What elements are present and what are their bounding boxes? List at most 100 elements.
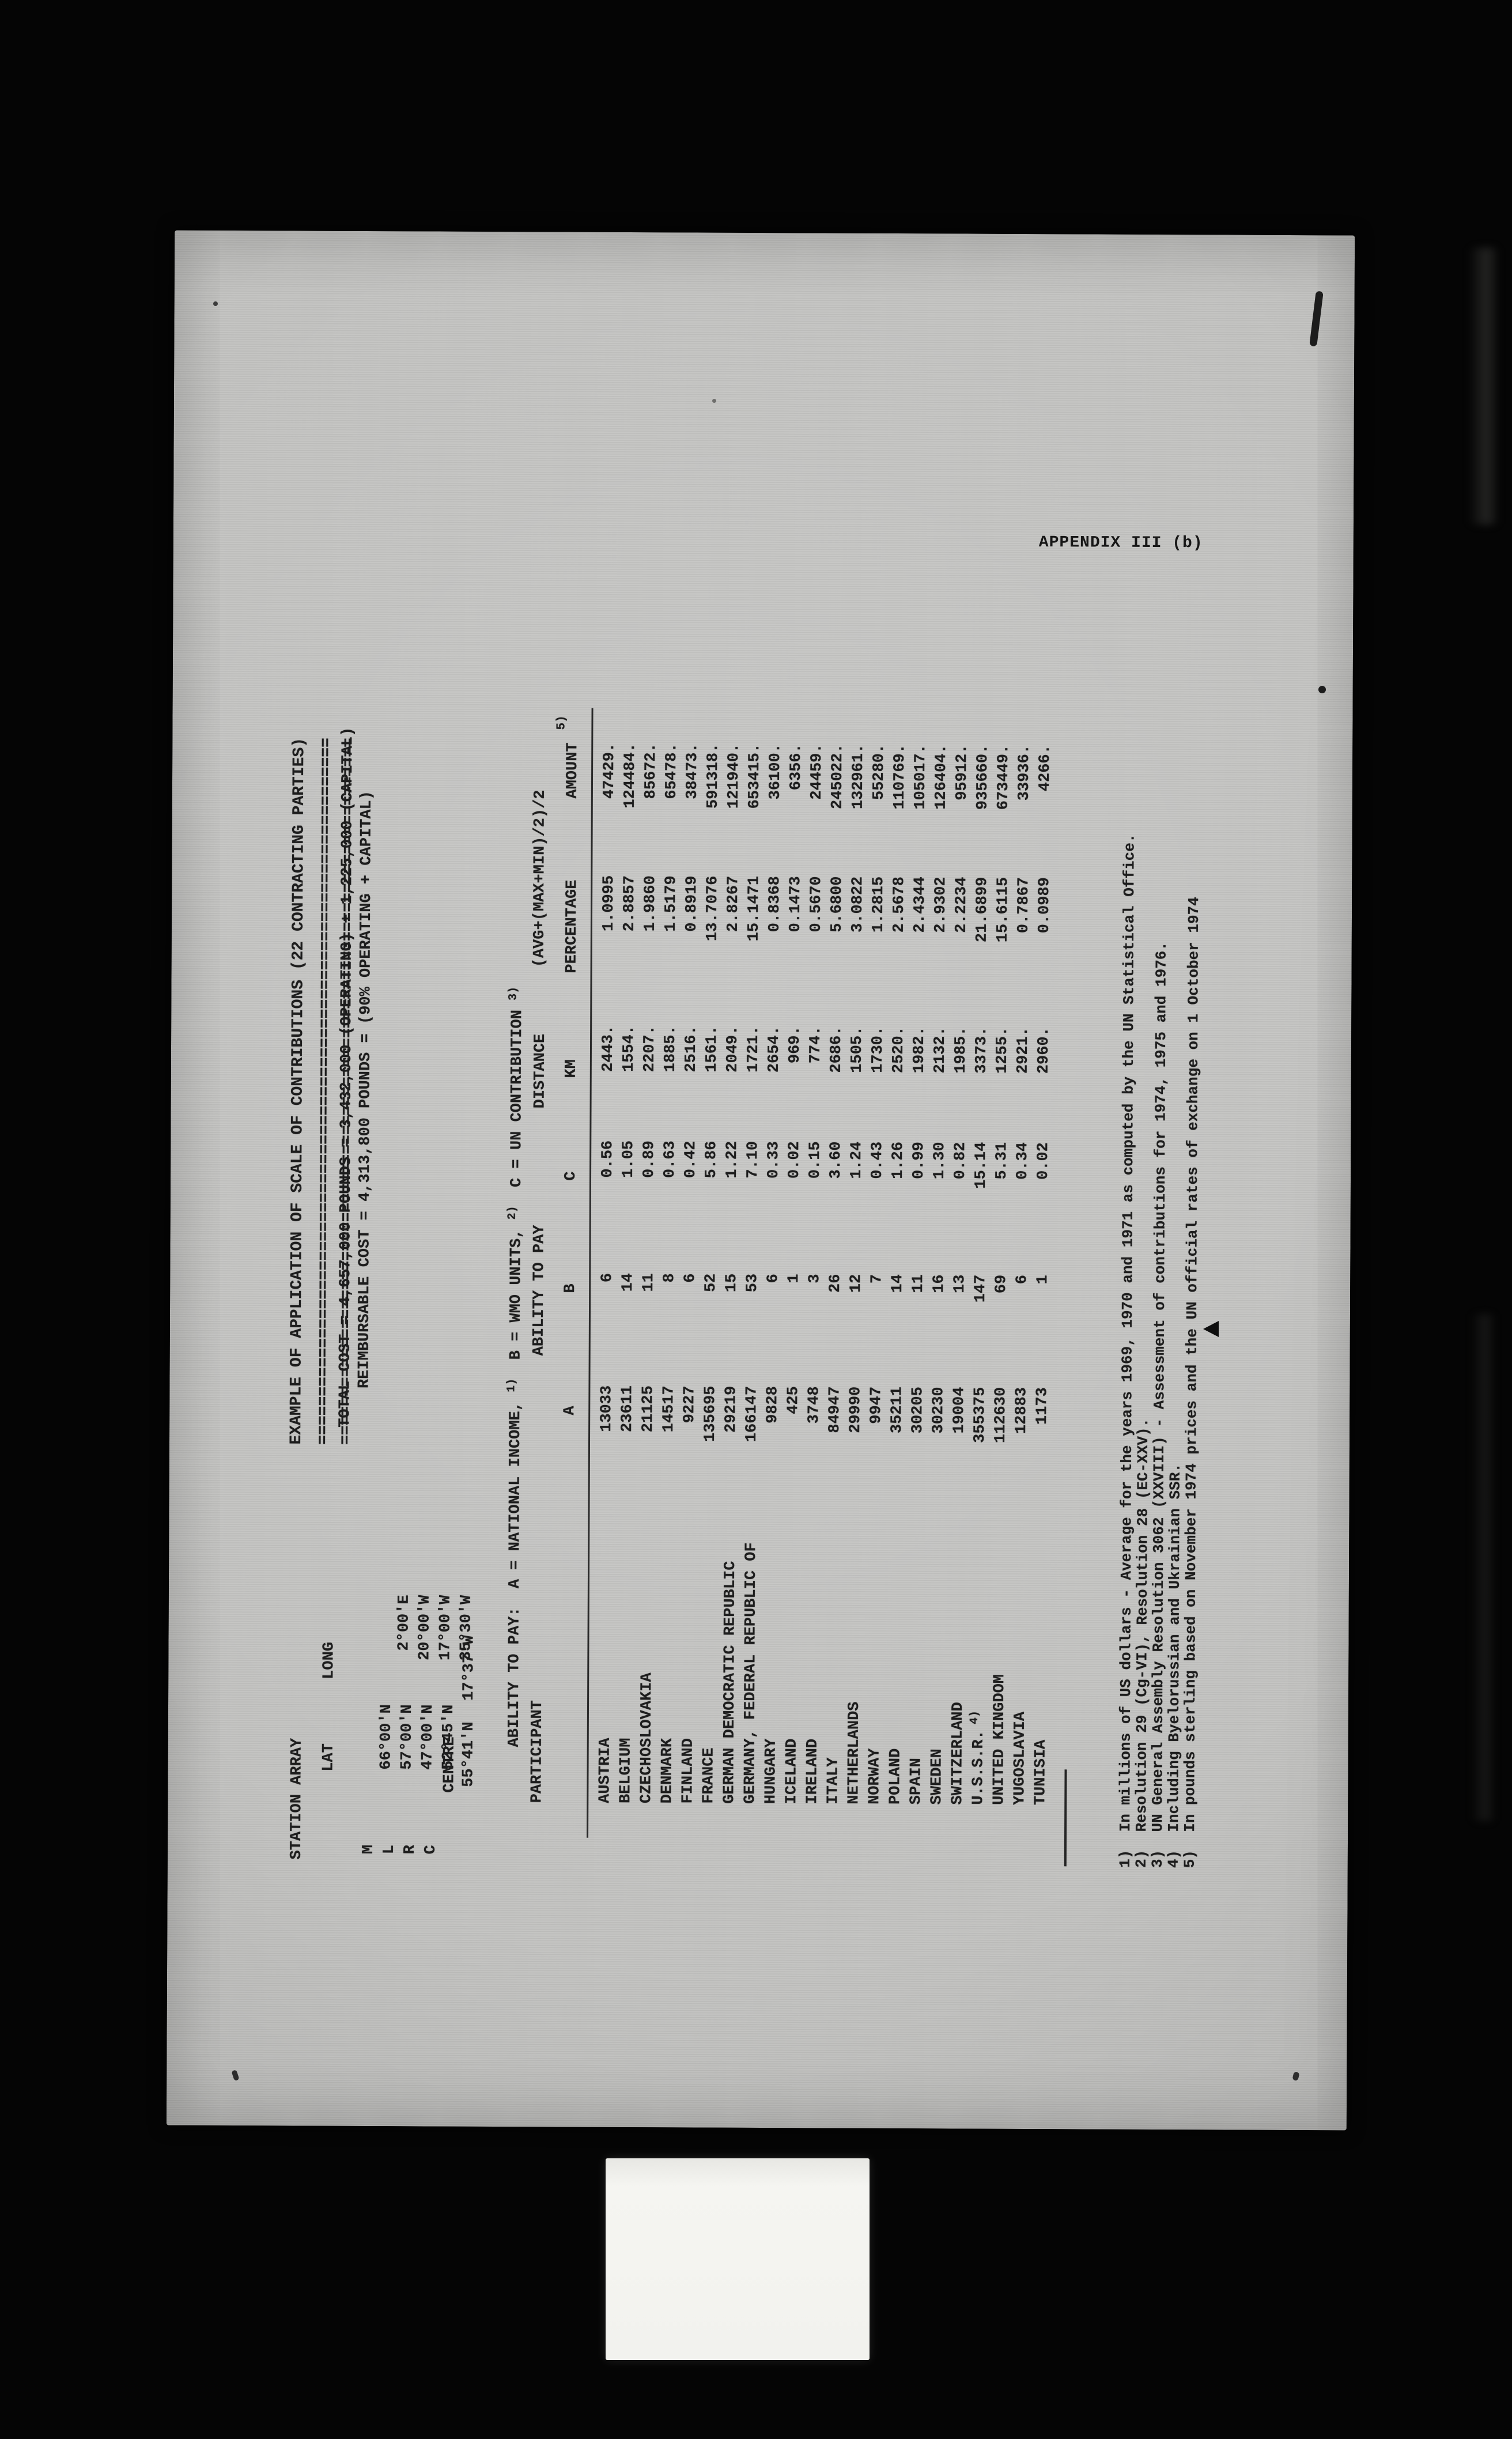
distance-km-value: 1721. bbox=[744, 1025, 763, 1073]
wmo-units-value: 6 bbox=[1014, 1274, 1031, 1285]
un-contribution-value: 0.63 bbox=[662, 1141, 679, 1179]
participant-footnote-ref bbox=[947, 1696, 961, 1702]
film-dust-speck bbox=[1318, 686, 1326, 693]
national-income-value: 21125 bbox=[640, 1385, 657, 1433]
national-income-value: 9947 bbox=[868, 1386, 886, 1424]
participant-cell: FRANCE bbox=[700, 1742, 719, 1803]
national-income-value: 425 bbox=[785, 1386, 803, 1414]
un-contribution-value: 0.15 bbox=[807, 1141, 825, 1179]
header-col-a: A bbox=[561, 1406, 579, 1415]
participant-footnote-ref bbox=[761, 1733, 774, 1739]
amount-value: 65478. bbox=[663, 743, 681, 799]
distance-km-value: 2516. bbox=[682, 1025, 701, 1073]
percentage-value: 0.8919 bbox=[683, 875, 701, 932]
participant-cell: ICELAND bbox=[783, 1733, 802, 1804]
national-income-value: 29990 bbox=[847, 1386, 865, 1433]
distance-km-value: 1561. bbox=[703, 1025, 721, 1073]
un-contribution-value: 0.02 bbox=[786, 1141, 804, 1179]
amount-value: 4266. bbox=[1036, 745, 1054, 792]
distance-km-value: 1985. bbox=[952, 1026, 970, 1074]
national-income-value: 3748 bbox=[806, 1386, 823, 1424]
amount-value: 591318. bbox=[704, 743, 723, 809]
distance-km-value: 1730. bbox=[869, 1026, 887, 1073]
distance-km-value: 1505. bbox=[848, 1026, 867, 1073]
percentage-value: 5.6800 bbox=[828, 876, 846, 932]
participant-footnote-ref bbox=[1030, 1734, 1044, 1740]
wmo-units-value: 12 bbox=[848, 1274, 865, 1293]
percentage-value: 21.6899 bbox=[973, 877, 992, 943]
header-ability-to-pay: ABILITY TO PAY bbox=[530, 1225, 549, 1356]
film-dust-speck bbox=[712, 399, 716, 403]
participant-cell: NETHERLANDS bbox=[845, 1696, 864, 1804]
participant-cell: SWEDEN bbox=[928, 1743, 947, 1804]
participant-cell: POLAND bbox=[887, 1743, 905, 1804]
rotated-document: EXAMPLE OF APPLICATION OF SCALE OF CONTR… bbox=[285, 707, 1218, 1869]
participant-footnote-ref bbox=[657, 1732, 670, 1738]
national-income-value: 35211 bbox=[889, 1386, 906, 1434]
participant-name: BELGIUM bbox=[617, 1738, 635, 1804]
footnote-ref-2: 2) bbox=[505, 1206, 519, 1220]
amount-value: 47429. bbox=[600, 742, 619, 799]
header-amount: AMOUNT bbox=[564, 742, 582, 799]
participant-cell: FINLAND bbox=[679, 1732, 698, 1804]
wmo-units-value: 3 bbox=[806, 1274, 824, 1283]
wmo-units-value: 14 bbox=[619, 1273, 637, 1292]
percentage-value: 2.9302 bbox=[932, 877, 950, 933]
percentage-value: 0.7867 bbox=[1015, 877, 1033, 934]
distance-km-value: 774. bbox=[807, 1026, 825, 1064]
amount-value: 6356. bbox=[787, 743, 806, 791]
footnote-ref-5: 5) bbox=[555, 715, 569, 730]
table-row: TUNISIA 1173 1 0.02 2960. 0.0989 4266. bbox=[1032, 710, 1057, 1868]
wmo-units-value: 14 bbox=[889, 1274, 907, 1293]
footnote-ref-1: 1) bbox=[505, 1378, 519, 1392]
participant-footnote-ref bbox=[823, 1751, 836, 1757]
participant-cell: SPAIN bbox=[908, 1752, 926, 1804]
participant-cell: NORWAY bbox=[866, 1743, 884, 1804]
participant-footnote-ref bbox=[1010, 1706, 1023, 1712]
percentage-value: 3.0822 bbox=[849, 876, 867, 933]
un-contribution-value: 0.02 bbox=[1035, 1142, 1053, 1180]
percentage-value: 2.8267 bbox=[724, 875, 743, 932]
participant-name: SWEDEN bbox=[928, 1749, 946, 1805]
national-income-value: 9828 bbox=[764, 1386, 782, 1424]
station-array-centre-long: 17°37'W bbox=[460, 1635, 478, 1701]
national-income-value: 29219 bbox=[723, 1385, 740, 1433]
participant-name: NETHERLANDS bbox=[845, 1701, 864, 1804]
participant-cell: HUNGARY bbox=[762, 1733, 781, 1804]
percentage-value: 2.4344 bbox=[911, 877, 929, 933]
amount-value: 935660. bbox=[974, 744, 992, 810]
header-rule bbox=[587, 708, 594, 1838]
percentage-value: 1.5179 bbox=[662, 875, 681, 932]
wmo-units-value: 1 bbox=[785, 1274, 803, 1283]
wmo-units-value: 13 bbox=[951, 1274, 969, 1293]
percentage-value: 0.1473 bbox=[787, 876, 805, 932]
percentage-value: 1.0995 bbox=[600, 875, 618, 932]
amount-value: 33936. bbox=[1015, 744, 1034, 801]
ability-b: B = WMO UNITS, bbox=[507, 1220, 526, 1379]
participant-cell: GERMAN DEMOCRATIC REPUBLIC bbox=[721, 1555, 740, 1803]
participant-footnote-ref bbox=[844, 1696, 857, 1701]
ability-to-pay-line: ABILITY TO PAY: A = NATIONAL INCOME, 1) … bbox=[488, 987, 545, 1822]
percentage-value: 1.9860 bbox=[641, 875, 660, 932]
un-contribution-value: 1.30 bbox=[931, 1142, 949, 1180]
wmo-units-value: 16 bbox=[931, 1274, 948, 1293]
national-income-value: 19004 bbox=[951, 1387, 969, 1434]
participant-footnote-ref bbox=[885, 1743, 898, 1749]
wmo-units-value: 52 bbox=[702, 1273, 720, 1293]
wmo-units-value: 6 bbox=[765, 1274, 783, 1283]
participant-footnote-ref bbox=[678, 1732, 691, 1738]
participant-footnote-ref bbox=[802, 1733, 815, 1739]
wmo-units-value: 147 bbox=[972, 1274, 990, 1303]
station-array-row: C 52°45'N 35°30'W bbox=[405, 707, 475, 1866]
title-underline-row: ========================================… bbox=[314, 738, 336, 1445]
participant-footnote-ref bbox=[740, 1536, 754, 1542]
participant-cell: SWITZERLAND bbox=[949, 1696, 968, 1804]
percentage-value: 2.8857 bbox=[621, 875, 639, 932]
participant-name: IRELAND bbox=[804, 1738, 822, 1804]
participant-footnote-ref bbox=[615, 1732, 629, 1738]
ability-label: ABILITY TO PAY: bbox=[505, 1588, 524, 1747]
distance-km-value: 1554. bbox=[620, 1025, 638, 1073]
header-km: KM bbox=[562, 1059, 580, 1078]
distance-km-value: 2132. bbox=[931, 1026, 950, 1074]
un-contribution-value: 1.22 bbox=[724, 1141, 742, 1179]
